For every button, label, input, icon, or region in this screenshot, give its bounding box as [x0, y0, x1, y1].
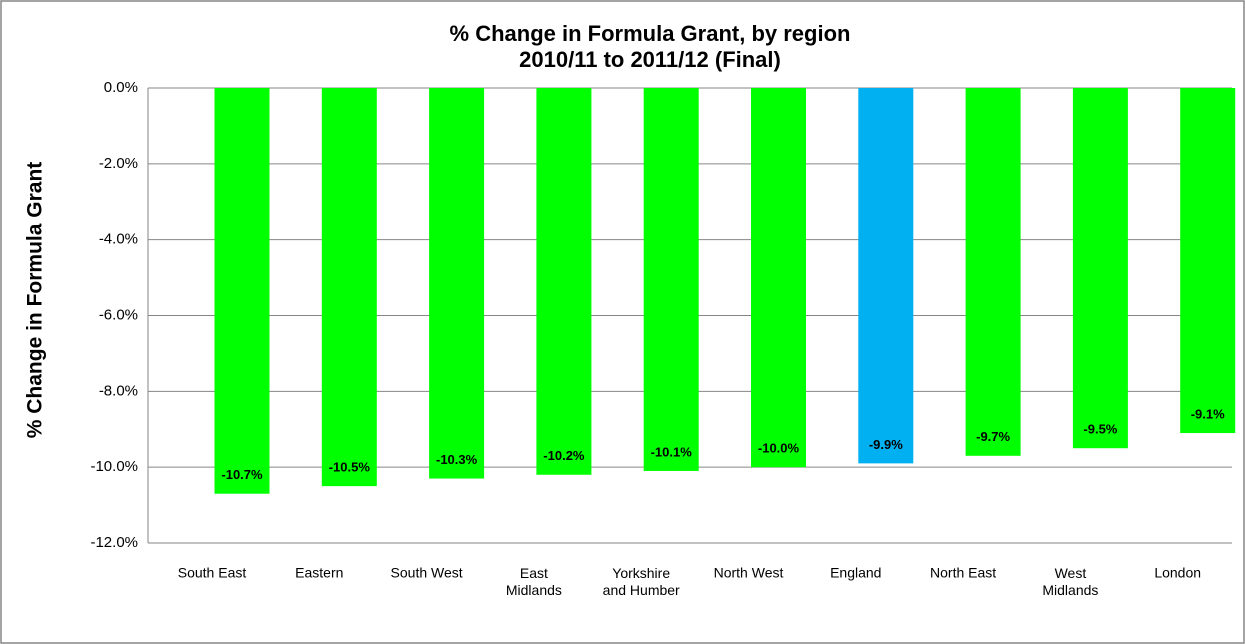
y-tick-label: -6.0% — [99, 306, 138, 323]
bar — [1072, 88, 1128, 449]
x-tick-label: West Midlands — [1042, 565, 1098, 598]
x-tick-label: North East — [930, 565, 996, 581]
data-label: -10.1% — [651, 444, 693, 459]
data-label: -10.2% — [543, 448, 585, 463]
y-tick-label: -4.0% — [99, 231, 138, 248]
data-label: -9.1% — [1191, 406, 1225, 421]
data-label: -10.5% — [329, 460, 371, 475]
x-tick-label: South East — [178, 565, 247, 581]
bar — [321, 88, 377, 487]
y-tick-label: -10.0% — [90, 458, 138, 475]
y-tick-label: -2.0% — [99, 155, 138, 172]
chart-subtitle: 2010/11 to 2011/12 (Final) — [519, 47, 781, 72]
bar — [858, 88, 914, 464]
bar — [965, 88, 1021, 456]
y-tick-label: -12.0% — [90, 534, 138, 551]
bar — [214, 88, 270, 494]
data-label: -9.5% — [1083, 422, 1117, 437]
x-tick-label: Yorkshire and Humber — [603, 565, 680, 598]
bar — [536, 88, 592, 475]
x-tick-label: London — [1154, 565, 1201, 581]
x-tick-label: England — [830, 565, 881, 581]
y-axis-label: % Change in Formula Grant — [24, 162, 47, 439]
x-tick-label: East Midlands — [506, 565, 562, 598]
y-tick-label: -8.0% — [99, 382, 138, 399]
bar — [751, 88, 806, 468]
chart-title: % Change in Formula Grant, by region — [450, 21, 851, 46]
x-tick-label: Eastern — [295, 565, 343, 581]
data-label: -9.9% — [869, 437, 903, 452]
bar — [643, 88, 699, 471]
x-tick-label: South West — [391, 565, 463, 581]
x-tick-label: North West — [714, 565, 784, 581]
data-label: -10.0% — [758, 441, 800, 456]
data-label: -10.7% — [221, 467, 263, 482]
data-label: -10.3% — [436, 452, 478, 467]
bar — [429, 88, 485, 479]
y-tick-label: 0.0% — [104, 79, 138, 96]
data-label: -9.7% — [976, 429, 1010, 444]
bar — [1180, 88, 1236, 434]
